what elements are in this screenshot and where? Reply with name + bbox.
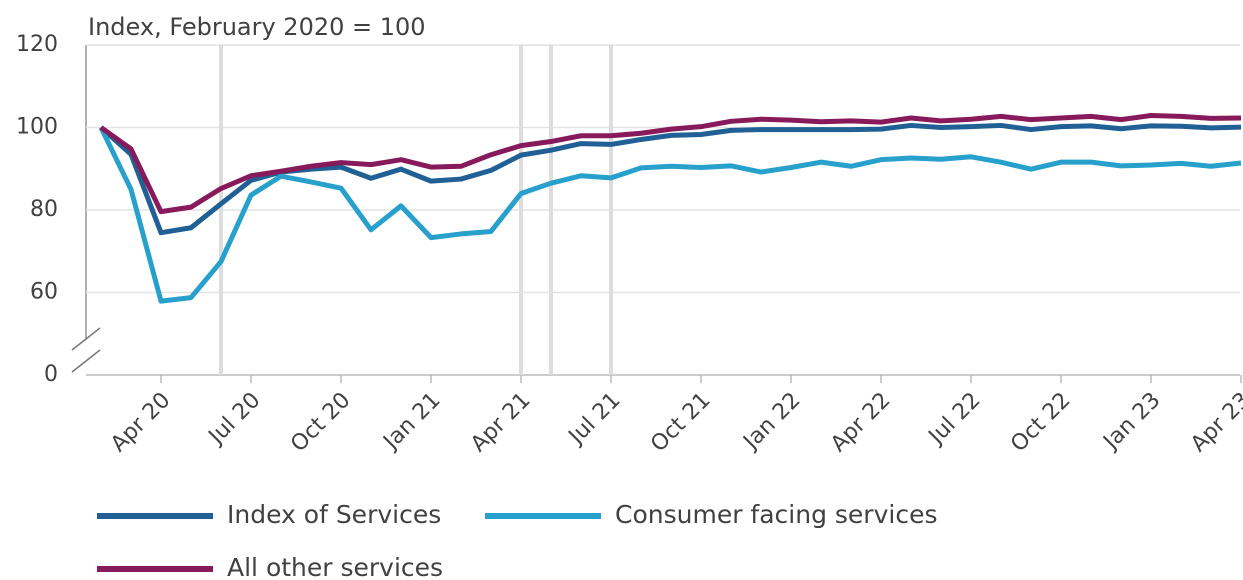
x-tick-label: Oct 21 bbox=[646, 388, 715, 457]
x-tick-label: Oct 20 bbox=[286, 388, 355, 457]
y-tick-label: 80 bbox=[30, 197, 58, 222]
legend-label: Index of Services bbox=[227, 500, 441, 529]
x-tick-label: Jul 20 bbox=[203, 388, 266, 451]
x-tick-label: Apr 21 bbox=[466, 388, 535, 457]
x-tick-label: Apr 22 bbox=[826, 388, 895, 457]
series-line bbox=[98, 126, 1242, 304]
legend-label: Consumer facing services bbox=[615, 500, 937, 529]
y-tick-label: 120 bbox=[16, 32, 58, 57]
y-tick-label: 60 bbox=[30, 280, 58, 305]
x-tick-label: Jul 22 bbox=[923, 388, 986, 451]
series-line bbox=[99, 113, 1242, 215]
x-tick-label: Jan 23 bbox=[1098, 388, 1166, 456]
x-tick-label: Jan 21 bbox=[378, 388, 446, 456]
x-tick-label: Apr 20 bbox=[106, 388, 175, 457]
y-axis-label: Index, February 2020 = 100 bbox=[88, 13, 426, 41]
y-tick-label: 0 bbox=[44, 362, 58, 387]
y-tick-label: 100 bbox=[16, 115, 58, 140]
x-tick-label: Jul 21 bbox=[563, 388, 626, 451]
x-tick-label: Apr 23 bbox=[1186, 388, 1243, 457]
axis-break bbox=[71, 327, 101, 351]
legend-label: All other services bbox=[227, 553, 443, 580]
x-tick-label: Jan 22 bbox=[738, 388, 806, 456]
axis-break bbox=[71, 349, 101, 373]
x-tick-label: Oct 22 bbox=[1006, 388, 1075, 457]
